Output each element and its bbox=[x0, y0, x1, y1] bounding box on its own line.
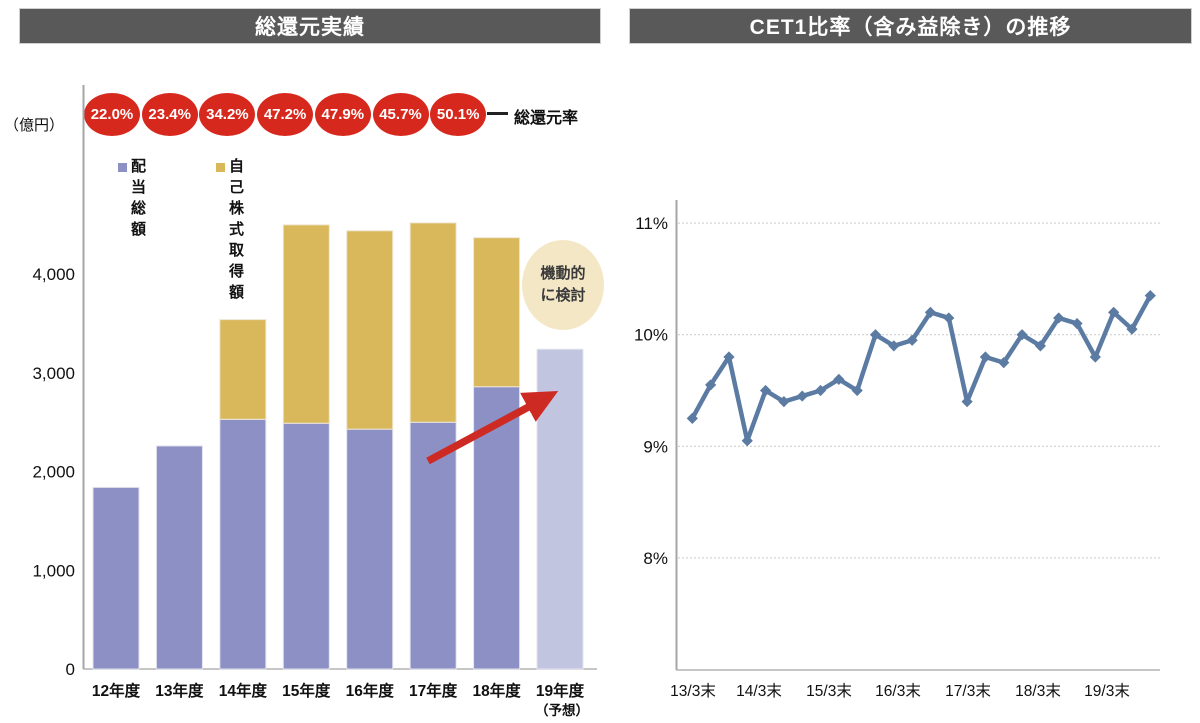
payout-ratio-badge: 23.4% bbox=[141, 93, 198, 136]
line-y-tick-label: 8% bbox=[643, 549, 668, 568]
line-y-tick-label: 11% bbox=[635, 214, 668, 233]
data-point-diamond-marker bbox=[1126, 323, 1138, 335]
left-panel-title: 総還元実績 bbox=[255, 16, 365, 39]
flexible-buyback-note: 機動的 に検討 bbox=[522, 240, 604, 330]
data-point-diamond-marker bbox=[1108, 306, 1120, 318]
dividend-bar-segment bbox=[409, 421, 457, 670]
bar-y-tick-label: 0 bbox=[66, 660, 75, 679]
forecast-note-label: （予想） bbox=[535, 702, 589, 718]
buyback-legend-label: 自己株式取得額 bbox=[229, 158, 245, 301]
left-panel-header: 総還元実績 bbox=[19, 8, 601, 44]
data-point-diamond-marker bbox=[851, 384, 863, 397]
bar-x-tick-label: 15年度 bbox=[282, 681, 331, 700]
data-point-diamond-marker bbox=[906, 334, 918, 346]
payout-ratio-badge: 34.2% bbox=[199, 93, 256, 136]
line-y-tick-label: 10% bbox=[634, 326, 668, 345]
flexible-buyback-note-line2: に検討 bbox=[540, 287, 586, 304]
buyback-legend-swatch-icon bbox=[216, 163, 225, 172]
data-point-diamond-marker bbox=[888, 340, 900, 352]
data-point-diamond-marker bbox=[1144, 290, 1156, 302]
line-x-tick-label: 18/3末 bbox=[1015, 682, 1061, 700]
right-panel-header: CET1比率（含み益除き）の推移 bbox=[629, 8, 1192, 44]
buyback-bar-segment bbox=[409, 222, 457, 423]
dividend-bar-segment bbox=[155, 445, 203, 670]
data-point-diamond-marker bbox=[741, 435, 753, 447]
bar-y-tick-label: 2,000 bbox=[32, 463, 75, 482]
data-point-diamond-marker bbox=[979, 351, 992, 363]
bar-y-tick-label: 1,000 bbox=[32, 561, 75, 580]
y-axis-unit-label: （億円） bbox=[4, 117, 65, 134]
flexible-buyback-note-line1: 機動的 bbox=[540, 265, 586, 282]
data-point-diamond-marker bbox=[869, 329, 882, 341]
bar-y-tick-label: 3,000 bbox=[32, 364, 75, 383]
bar-y-tick-label: 4,000 bbox=[32, 265, 75, 284]
dividend-bar-segment bbox=[219, 418, 267, 670]
bar-x-tick-label: 14年度 bbox=[219, 681, 268, 700]
ratio-legend-dash-icon bbox=[487, 112, 508, 115]
buyback-bar-segment bbox=[346, 230, 394, 430]
line-x-tick-label: 17/3末 bbox=[945, 682, 991, 700]
dividend-legend-label: 配当総額 bbox=[131, 158, 147, 238]
cet1-line-chart: 11% 10% 9% 8% 13/3末 14/3末 15/3末 16/3末 17/3末 18/3末… bbox=[634, 200, 1160, 700]
buyback-bar-segment bbox=[219, 319, 267, 420]
data-point-diamond-marker bbox=[1034, 340, 1046, 352]
bar-x-tick-label: 18年度 bbox=[472, 681, 521, 700]
data-point-diamond-marker bbox=[1089, 351, 1101, 363]
cet1-ratio-line bbox=[690, 293, 1153, 443]
payout-ratio-badge: 47.2% bbox=[257, 93, 314, 136]
line-x-tick-label: 14/3末 bbox=[736, 682, 782, 700]
bar-x-tick-label: 16年度 bbox=[346, 681, 395, 700]
buyback-bar-segment bbox=[282, 224, 330, 424]
dividend-bar-segment bbox=[92, 486, 140, 670]
dividend-bar-segment bbox=[282, 422, 330, 670]
total-return-bar-chart: 0 1,000 2,000 3,000 4,000 12年度 13年度 14年度 15年度 16年… bbox=[32, 85, 597, 718]
data-point-diamond-marker bbox=[998, 357, 1010, 369]
payout-ratio-badge: 22.0% bbox=[84, 93, 140, 136]
buyback-bar-segment bbox=[473, 237, 521, 388]
bar-x-tick-label: 19年度 bbox=[536, 681, 585, 700]
bar-x-tick-label: 17年度 bbox=[409, 681, 458, 700]
data-point-diamond-marker bbox=[1016, 329, 1028, 341]
right-panel-title: CET1比率（含み益除き）の推移 bbox=[749, 16, 1072, 39]
data-point-diamond-marker bbox=[705, 379, 717, 391]
line-x-tick-label: 19/3末 bbox=[1084, 682, 1130, 700]
upward-trend-arrow-icon bbox=[426, 391, 559, 465]
payout-ratio-badge: 50.1% bbox=[430, 93, 487, 136]
line-y-tick-label: 9% bbox=[643, 437, 668, 456]
payout-ratio-badge: 45.7% bbox=[372, 93, 429, 136]
data-point-diamond-marker bbox=[943, 312, 955, 324]
data-point-diamond-marker bbox=[924, 306, 937, 318]
line-x-tick-label: 13/3末 bbox=[670, 682, 716, 700]
data-point-diamond-marker bbox=[796, 390, 808, 402]
payout-ratio-badge: 47.9% bbox=[314, 93, 371, 136]
data-point-diamond-marker bbox=[778, 396, 790, 408]
dividend-bar-segment bbox=[346, 428, 394, 670]
ratio-legend-label: 総還元率 bbox=[514, 110, 579, 127]
dividend-legend-swatch-icon bbox=[118, 163, 127, 172]
line-x-tick-label: 16/3末 bbox=[875, 682, 921, 700]
data-point-diamond-marker bbox=[961, 396, 973, 408]
data-point-diamond-marker bbox=[1053, 312, 1065, 324]
bar-x-tick-label: 12年度 bbox=[92, 681, 141, 700]
line-x-tick-label: 15/3末 bbox=[806, 682, 852, 700]
bar-x-tick-label: 13年度 bbox=[155, 681, 204, 700]
